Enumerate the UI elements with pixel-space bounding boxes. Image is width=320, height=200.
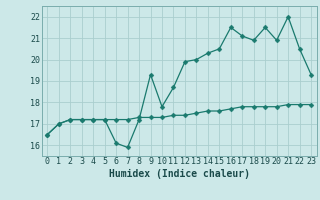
- X-axis label: Humidex (Indice chaleur): Humidex (Indice chaleur): [109, 169, 250, 179]
